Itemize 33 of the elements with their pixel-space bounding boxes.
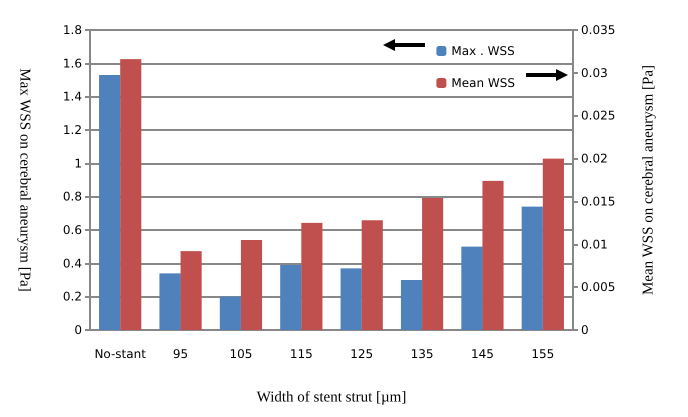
y-tick-label: 1.4 [62,90,82,104]
bar [422,198,444,330]
y2-tick-label: 0.01 [581,237,608,252]
x-tick-label: 125 [350,347,374,361]
y-tick-label: 0.6 [62,223,82,237]
x-axis-title: Width of stent strut [µm] [256,390,406,406]
y2-tick-label: 0.02 [581,152,608,166]
x-tick-label: 145 [470,347,494,361]
y2-tick-label: 0.025 [581,108,616,123]
bar [240,240,262,330]
y2-tick-label: 0 [581,323,589,337]
y2-axis-title: Mean WSS on cerebral aneurysm [Pa] [640,64,656,296]
x-tick-label: 105 [229,347,252,361]
x-tick-label: 95 [172,347,188,361]
y-tick-label: 0.4 [62,256,82,270]
y-tick-label: 1.8 [62,23,82,37]
x-tick-label: 135 [410,347,434,361]
y2-tick-label: 0.035 [581,23,616,37]
y-tick-label: 0.8 [62,190,82,204]
x-tick-label: No-stant [94,347,146,361]
y-axis-title: Max WSS on cerebral aneurysm [Pa] [16,68,32,292]
y-tick-label: 0 [74,323,82,337]
y2-tick-label: 0.005 [581,280,616,294]
x-tick-label: 115 [290,347,313,361]
x-tick-label: 155 [531,347,554,361]
y-tick-label: 1 [74,156,82,170]
y-tick-label: 0.2 [62,290,82,304]
y2-tick-label: 0.015 [581,194,616,208]
legend-label: Mean WSS [451,76,515,90]
y-tick-label: 1.2 [62,123,82,137]
y2-tick-label: 0.03 [581,66,608,80]
y-tick-label: 1.6 [62,56,82,70]
legend-label: Max . WSS [451,44,515,58]
